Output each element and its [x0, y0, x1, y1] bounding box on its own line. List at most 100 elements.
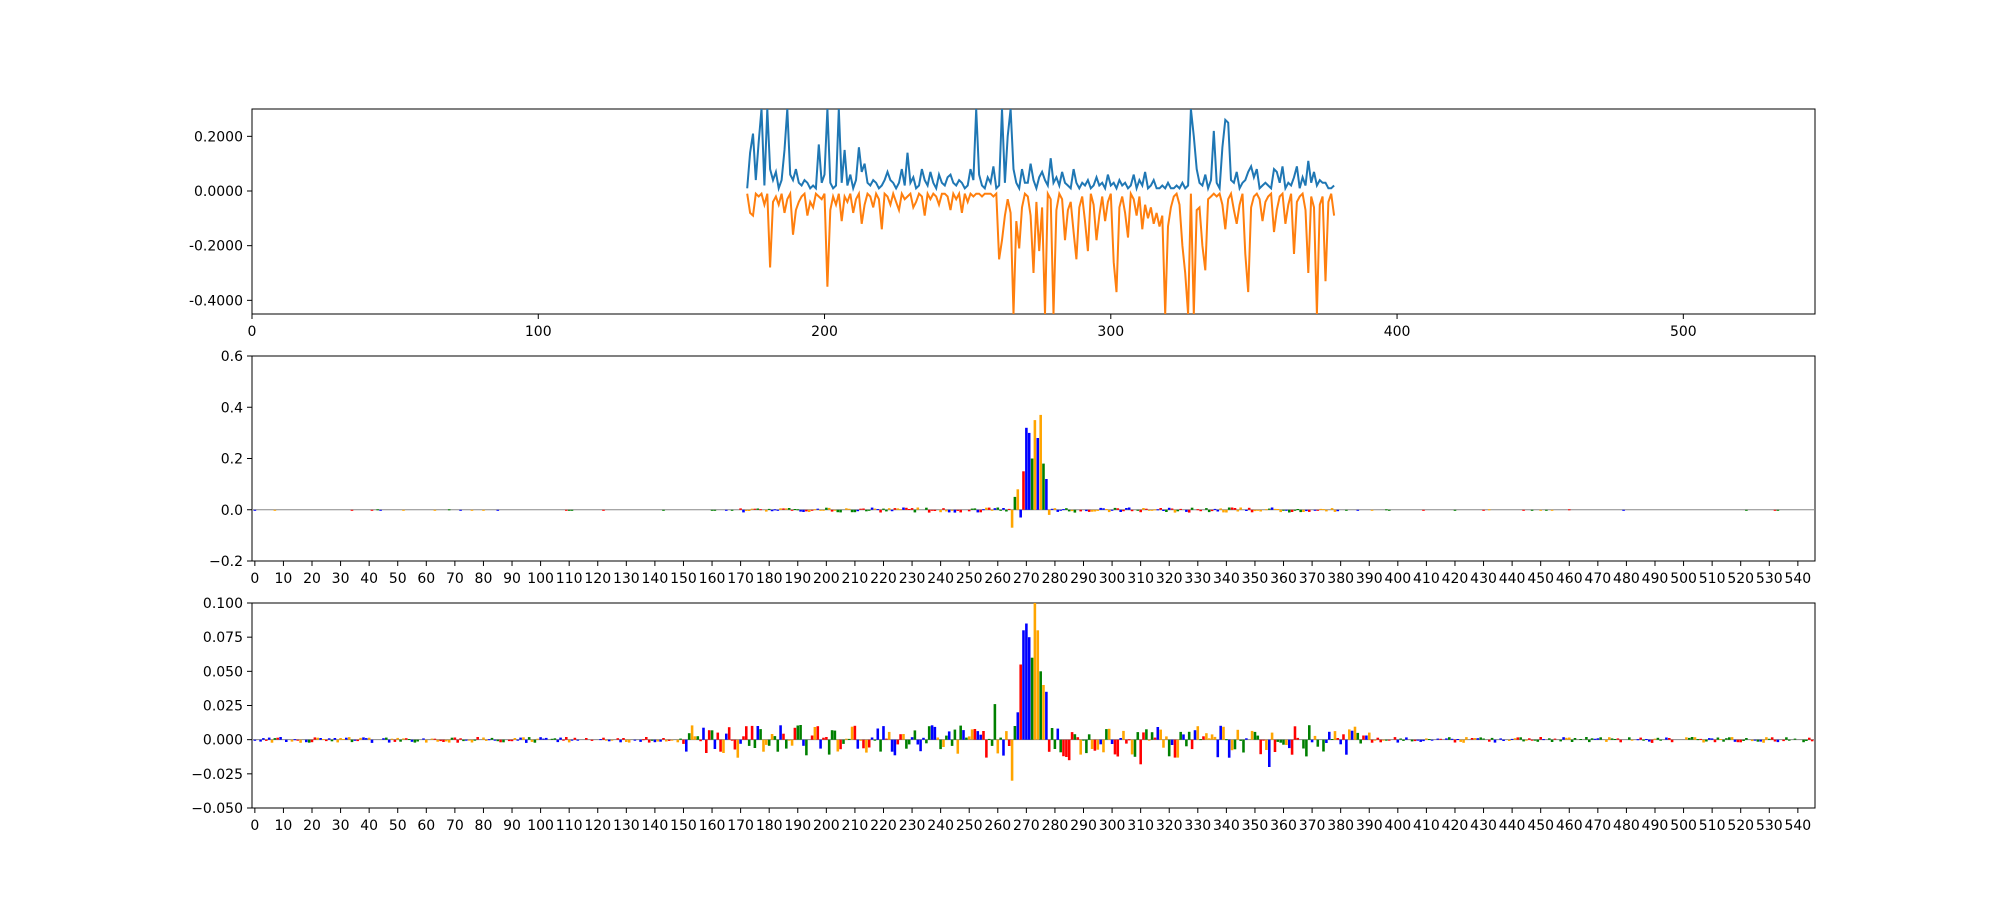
logo-bar-1-263 — [1005, 509, 1008, 512]
y-tick-label-2-0: 0.100 — [203, 596, 243, 612]
logo-bar-2-512 — [1716, 737, 1720, 740]
logo-bar-2-123 — [605, 739, 608, 741]
logo-bar-2-458 — [1562, 737, 1565, 740]
logo-bar-2-277 — [1045, 691, 1048, 740]
logo-bar-1-305 — [1125, 508, 1128, 510]
logo-bar-1-328 — [1190, 507, 1194, 510]
logo-bar-2-198 — [819, 739, 822, 749]
logo-bar-2-530 — [1768, 738, 1771, 740]
logo-bar-2-327 — [1187, 731, 1191, 740]
logo-bar-2-272 — [1030, 657, 1034, 740]
logo-bar-2-439 — [1508, 739, 1511, 741]
logo-bar-2-47 — [387, 739, 391, 743]
logo-bar-1-244 — [950, 509, 954, 511]
logo-bar-1-187 — [787, 508, 791, 510]
logo-bar-2-238 — [933, 726, 937, 740]
logo-bar-1-161 — [713, 509, 717, 511]
logo-bar-1-307 — [1130, 509, 1134, 512]
logo-bar-2-320 — [1167, 739, 1171, 757]
x-tick-label-1-12: 120 — [584, 571, 611, 587]
logo-bar-1-185 — [782, 508, 785, 510]
logo-bar-1-276 — [1042, 463, 1045, 510]
logo-bar-2-245 — [953, 729, 957, 740]
logo-bar-2-432 — [1488, 739, 1491, 742]
x-tick-label-1-17: 170 — [727, 571, 754, 587]
logo-bar-2-33 — [347, 737, 351, 740]
logo-bar-2-260 — [996, 739, 1000, 754]
logo-bar-2-76 — [470, 739, 474, 743]
logo-bar-2-478 — [1619, 739, 1622, 743]
logo-bar-2-388 — [1362, 735, 1365, 740]
logo-bar-2-218 — [876, 728, 880, 740]
logo-bar-2-171 — [742, 736, 745, 740]
logo-bar-1-522 — [1745, 509, 1748, 511]
logo-bar-2-184 — [779, 725, 782, 740]
logo-bar-2-349 — [1250, 730, 1254, 740]
logo-bar-2-102 — [545, 737, 548, 740]
logo-bar-2-193 — [805, 739, 808, 756]
x-tick-label-2-26: 260 — [984, 818, 1011, 834]
logo-bar-1-396 — [1385, 509, 1388, 511]
logo-bar-2-9 — [279, 737, 282, 740]
logo-bar-1-382 — [1345, 509, 1348, 511]
logo-bar-2-316 — [1156, 727, 1160, 740]
logo-bar-2-157 — [702, 727, 705, 740]
x-tick-label-2-23: 230 — [899, 818, 926, 834]
logo-bar-1-219 — [879, 509, 882, 513]
logo-bar-1-85 — [496, 509, 500, 511]
logo-bar-2-501 — [1685, 737, 1688, 740]
logo-bar-1-240 — [939, 509, 942, 513]
logo-bar-2-301 — [1113, 739, 1117, 755]
x-tick-label-1-27: 270 — [1013, 571, 1040, 587]
x-tick-label-2-12: 120 — [584, 818, 611, 834]
logo-bar-2-342 — [1230, 739, 1234, 751]
logo-bar-2-376 — [1328, 731, 1331, 740]
logo-bar-2-65 — [439, 739, 442, 742]
x-tick-label-1-36: 360 — [1270, 571, 1297, 587]
x-tick-label-1-33: 330 — [1184, 571, 1211, 587]
logo-bar-2-446 — [1528, 738, 1531, 740]
logo-bar-2-313 — [1147, 739, 1151, 741]
logo-bar-2-210 — [853, 725, 857, 740]
logo-bar-2-0 — [253, 739, 257, 741]
series-line-0 — [746, 109, 1335, 193]
x-tick-label-1-9: 90 — [503, 571, 521, 587]
logo-bar-1-294 — [1093, 509, 1097, 512]
logo-bar-2-34 — [350, 739, 354, 743]
logo-bar-2-205 — [839, 739, 842, 750]
x-tick-label-2-54: 540 — [1784, 818, 1811, 834]
logo-bar-2-146 — [670, 739, 674, 741]
logo-bar-1-7 — [273, 509, 277, 511]
logo-bar-2-367 — [1302, 739, 1305, 749]
x-tick-label-0-3: 300 — [1097, 324, 1124, 340]
logo-bar-2-535 — [1782, 739, 1785, 742]
logo-bar-2-371 — [1313, 735, 1317, 740]
logo-bar-2-105 — [553, 738, 557, 740]
logo-bar-2-141 — [656, 739, 660, 742]
logo-bar-2-95 — [525, 739, 528, 743]
logo-bar-2-178 — [762, 739, 765, 752]
logo-bar-1-222 — [887, 508, 891, 510]
logo-bar-1-277 — [1045, 479, 1048, 510]
logo-bar-1-304 — [1122, 509, 1125, 512]
logo-bar-2-331 — [1199, 739, 1202, 741]
logo-bar-2-522 — [1745, 738, 1748, 740]
logo-bar-1-200 — [825, 507, 828, 510]
logo-bar-2-18 — [305, 739, 308, 743]
logo-bar-1-241 — [942, 508, 945, 510]
logo-bar-2-358 — [1276, 739, 1280, 742]
logo-bar-2-441 — [1513, 738, 1517, 740]
logo-bar-2-459 — [1565, 737, 1568, 740]
logo-bar-1-208 — [847, 508, 851, 510]
logo-bar-1-333 — [1205, 508, 1208, 510]
logo-bar-1-306 — [1127, 507, 1131, 510]
logo-bar-2-504 — [1693, 737, 1697, 740]
logo-bar-2-211 — [856, 739, 860, 749]
logo-bar-1-265 — [1010, 509, 1014, 528]
logo-bar-2-248 — [962, 730, 965, 740]
logo-bar-2-243 — [947, 731, 951, 740]
logo-bar-1-238 — [933, 509, 937, 511]
x-tick-label-2-43: 430 — [1470, 818, 1497, 834]
logo-bar-1-272 — [1030, 458, 1034, 510]
logo-bar-2-417 — [1445, 738, 1448, 740]
